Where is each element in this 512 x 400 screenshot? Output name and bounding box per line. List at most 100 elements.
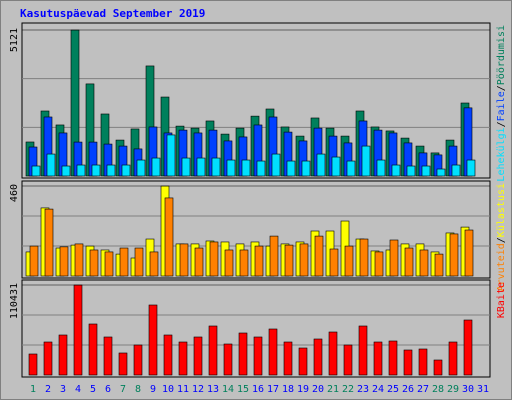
bar	[268, 328, 278, 376]
bar	[166, 134, 176, 177]
bar	[91, 164, 101, 177]
chart-title: Kasutuspäevad September 2019	[20, 7, 205, 20]
bar	[301, 160, 311, 177]
legend-entry: Faile	[496, 91, 507, 121]
x-tick-label: 7	[120, 384, 126, 395]
bar	[89, 249, 99, 277]
bar	[61, 165, 71, 177]
bar	[464, 229, 474, 277]
y-tick-label: 460	[9, 184, 20, 202]
bar	[223, 343, 233, 376]
bar	[421, 165, 431, 177]
x-tick-label: 11	[177, 384, 189, 395]
bar	[241, 159, 251, 177]
bar	[209, 241, 219, 277]
bar	[448, 341, 458, 376]
bar	[106, 164, 116, 177]
x-tick-label: 6	[105, 384, 111, 395]
bar	[44, 208, 54, 277]
x-tick-label: 24	[372, 384, 384, 395]
bar	[404, 247, 414, 277]
bar	[148, 304, 158, 376]
bar	[358, 325, 368, 376]
bar	[59, 246, 69, 277]
bar	[436, 168, 446, 177]
x-tick-label: 25	[387, 384, 399, 395]
bar	[373, 341, 383, 376]
legend-separator: /	[496, 85, 507, 91]
bar	[239, 249, 249, 277]
x-tick-label: 30	[462, 384, 474, 395]
bar	[58, 334, 68, 376]
bar	[418, 348, 428, 376]
x-tick-label: 17	[267, 384, 279, 395]
x-tick-label: 8	[135, 384, 141, 395]
legend-entry: Lehekülgi	[496, 127, 507, 181]
bar	[181, 157, 191, 177]
y-tick-label: 110431	[9, 283, 20, 319]
bar	[194, 247, 204, 277]
bar	[88, 323, 98, 376]
bar	[256, 160, 266, 177]
x-tick-label: 4	[75, 384, 81, 395]
bar	[164, 197, 174, 277]
bar	[451, 164, 461, 177]
bar	[28, 353, 38, 376]
legend-separator: /	[496, 121, 507, 127]
bar	[434, 253, 444, 277]
bar	[433, 359, 443, 376]
bar	[403, 349, 413, 376]
bar	[269, 235, 279, 277]
bar	[406, 165, 416, 177]
bar	[208, 325, 218, 376]
x-tick-label: 15	[237, 384, 249, 395]
bar	[133, 344, 143, 376]
bar	[74, 243, 84, 277]
bar	[254, 245, 264, 277]
legend: KBaite	[496, 282, 507, 318]
legend-entry: KBaite	[496, 282, 507, 318]
bar	[376, 159, 386, 177]
bar	[43, 341, 53, 376]
x-tick-label: 26	[402, 384, 414, 395]
bar	[314, 235, 324, 277]
x-tick-label: 21	[327, 384, 339, 395]
bar	[359, 238, 369, 277]
bar	[193, 336, 203, 376]
bar	[313, 338, 323, 376]
x-tick-label: 27	[417, 384, 429, 395]
bar	[151, 157, 161, 177]
x-tick-label: 9	[150, 384, 156, 395]
bar	[224, 249, 234, 277]
bar	[389, 239, 399, 277]
bar	[299, 243, 309, 277]
x-tick-label: 19	[297, 384, 309, 395]
bar	[316, 153, 326, 177]
x-tick-label: 28	[432, 384, 444, 395]
bar	[149, 251, 159, 277]
bar	[163, 334, 173, 376]
x-tick-label: 13	[207, 384, 219, 395]
bar	[196, 157, 206, 177]
bar	[119, 247, 129, 277]
bar	[253, 336, 263, 376]
x-tick-label: 12	[192, 384, 204, 395]
bar	[73, 284, 83, 376]
bar	[104, 251, 114, 277]
bar	[374, 251, 384, 277]
bar	[329, 248, 339, 277]
x-tick-label: 18	[282, 384, 294, 395]
x-tick-label: 16	[252, 384, 264, 395]
x-tick-label: 23	[357, 384, 369, 395]
bar	[343, 344, 353, 376]
bar	[391, 164, 401, 177]
bar	[238, 332, 248, 376]
legend-entry: Külastusi	[496, 183, 507, 237]
bar	[286, 160, 296, 177]
x-tick-label: 5	[90, 384, 96, 395]
bar	[388, 340, 398, 376]
x-tick-label: 22	[342, 384, 354, 395]
bar	[179, 243, 189, 277]
bar	[361, 145, 371, 177]
